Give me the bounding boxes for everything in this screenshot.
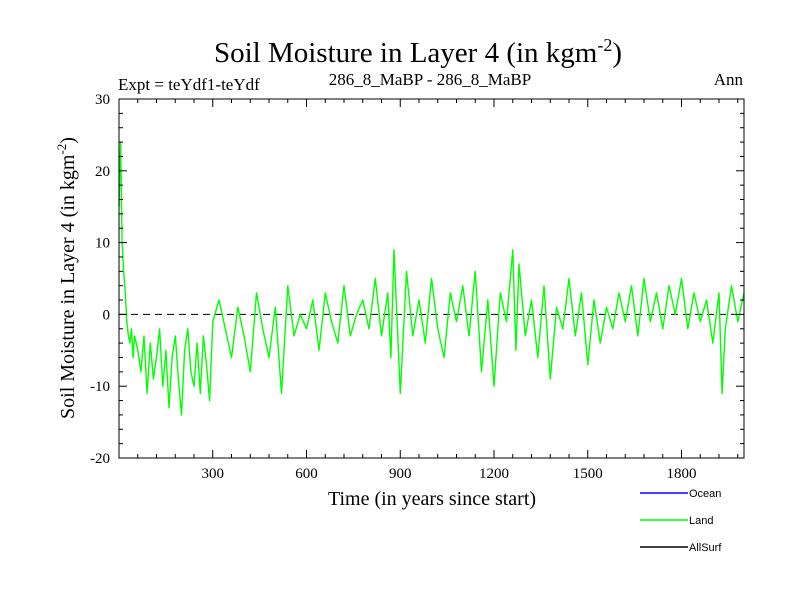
x-axis-label: Time (in years since start) bbox=[328, 488, 536, 510]
subtitle-center: 286_8_MaBP - 286_8_MaBP bbox=[329, 70, 531, 89]
subtitle-right: Ann bbox=[714, 70, 744, 89]
x-tick-label: 1200 bbox=[479, 466, 509, 482]
y-tick-label: -10 bbox=[90, 379, 110, 395]
x-tick-label: 900 bbox=[389, 466, 412, 482]
y-axis-label: Soil Moisture in Layer 4 (in kgm-2) bbox=[54, 137, 79, 419]
y-tick-label: 10 bbox=[95, 236, 110, 252]
ticks-group: 300 600 900 1200 1500 1800 -20 -10 0 10 20 30 bbox=[90, 92, 744, 482]
chart-title-superscript: -2 bbox=[597, 35, 612, 55]
y-tick-label: 20 bbox=[95, 164, 110, 180]
series-group bbox=[118, 141, 745, 416]
legend-label-land: Land bbox=[689, 515, 713, 527]
y-tick-label: -20 bbox=[90, 451, 110, 467]
plot-frame bbox=[118, 98, 745, 459]
x-tick-label: 300 bbox=[202, 466, 225, 482]
y-tick-label: 30 bbox=[95, 92, 110, 108]
series-line-land bbox=[118, 141, 745, 416]
legend: Ocean Land AllSurf bbox=[640, 488, 722, 554]
chart-title: Soil Moisture in Layer 4 (in kgm-2) bbox=[214, 35, 622, 69]
subtitle-left: Expt = teYdf1-teYdf bbox=[118, 75, 260, 94]
legend-label-allsurf: AllSurf bbox=[689, 542, 722, 554]
y-tick-label: 0 bbox=[103, 307, 111, 323]
x-tick-label: 1500 bbox=[573, 466, 603, 482]
x-tick-label: 1800 bbox=[667, 466, 697, 482]
x-tick-label: 600 bbox=[295, 466, 318, 482]
legend-label-ocean: Ocean bbox=[689, 488, 721, 500]
y-axis-label-superscript: -2 bbox=[54, 144, 69, 155]
